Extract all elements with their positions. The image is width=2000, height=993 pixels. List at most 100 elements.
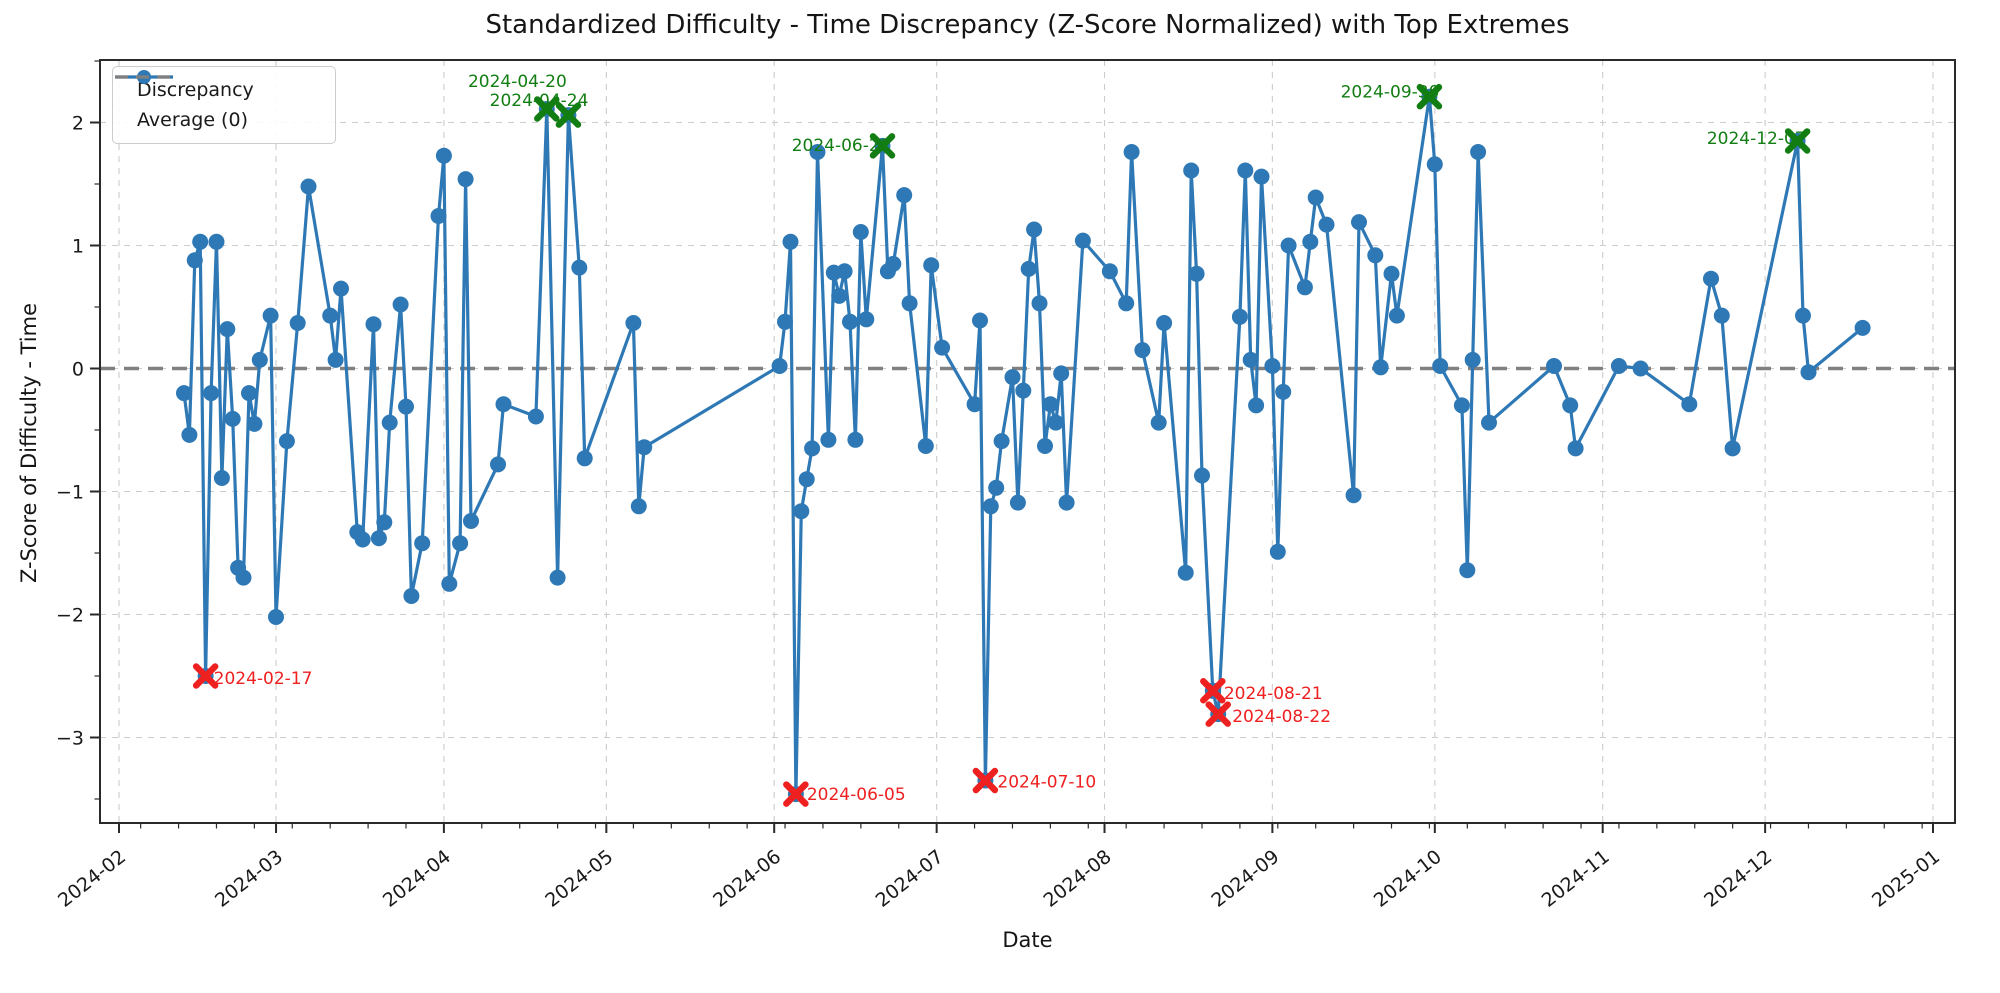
grid <box>100 60 1955 823</box>
data-point-marker <box>1632 360 1649 377</box>
data-point-marker <box>457 171 474 188</box>
x-glyph <box>192 663 219 689</box>
data-point-marker <box>365 316 382 333</box>
data-point-marker <box>192 233 209 250</box>
data-point-marker <box>208 233 225 250</box>
extreme-low-annotation: 2024-06-05 <box>807 785 906 805</box>
data-point-marker <box>1280 237 1297 254</box>
data-point-marker <box>1047 414 1064 431</box>
data-point-marker <box>576 450 593 467</box>
data-point-marker <box>414 535 431 552</box>
x-glyph <box>1200 678 1226 704</box>
data-point-marker <box>1009 494 1026 511</box>
data-point-marker <box>1302 233 1319 250</box>
data-point-marker <box>1156 315 1173 331</box>
data-point-marker <box>203 385 220 402</box>
x-tick-label: 2024-12 <box>1700 846 1776 912</box>
data-point-marker <box>1351 214 1367 231</box>
data-point-marker <box>858 311 875 328</box>
data-point-marker <box>804 440 821 457</box>
extreme-low-marker <box>1200 678 1226 704</box>
data-point-marker <box>1345 487 1362 504</box>
data-point-marker <box>1388 307 1405 324</box>
legend-item-average: Average (0) <box>115 75 323 135</box>
data-point-marker <box>441 575 458 592</box>
data-point-marker <box>235 569 252 586</box>
data-point-marker <box>354 531 371 548</box>
data-point-marker <box>1253 168 1270 185</box>
data-point-marker <box>777 313 793 330</box>
extreme-high-annotation: 2024-12-07 <box>1707 129 1806 149</box>
data-point-marker <box>1264 358 1281 374</box>
data-point-marker <box>1004 369 1021 386</box>
data-point-marker <box>527 408 544 425</box>
data-point-marker <box>1231 308 1248 325</box>
data-point-marker <box>1194 467 1210 484</box>
x-tick-label: 2024-07 <box>872 846 948 912</box>
extreme-high-marker <box>555 102 582 128</box>
x-glyph <box>1205 701 1231 727</box>
data-point-marker <box>322 307 339 324</box>
data-point-marker <box>1453 397 1470 414</box>
data-point-marker <box>1026 221 1043 238</box>
y-tick-label: 2 <box>72 113 84 135</box>
x-glyph <box>534 96 560 122</box>
data-point-marker <box>1123 144 1140 160</box>
data-point-marker <box>571 259 588 276</box>
ticks <box>90 60 1934 833</box>
data-point-marker <box>1037 438 1053 454</box>
data-point-marker <box>1567 440 1584 457</box>
data-point-marker <box>1459 562 1476 579</box>
data-point-marker <box>847 431 864 448</box>
x-tick-label: 2024-02 <box>54 846 130 912</box>
data-point-marker <box>219 321 236 338</box>
data-point-marker <box>1248 397 1265 414</box>
x-axis-label: Date <box>1002 928 1053 952</box>
data-point-marker <box>381 414 398 431</box>
data-point-marker <box>490 456 506 473</box>
data-point-marker <box>809 144 826 160</box>
data-point-marker <box>251 351 268 368</box>
data-point-marker <box>289 315 306 331</box>
data-point-marker <box>1101 263 1118 280</box>
data-point-marker <box>1177 564 1194 581</box>
legend-label-average: Average (0) <box>137 109 248 131</box>
data-point-marker <box>1681 396 1698 413</box>
extreme-high-marker <box>869 133 896 159</box>
x-tick-label: 2024-06 <box>709 846 785 912</box>
data-point-marker <box>1713 307 1730 324</box>
data-point-marker <box>278 433 295 450</box>
data-point-marker <box>923 257 940 274</box>
x-glyph <box>972 767 999 794</box>
data-point-marker <box>392 296 409 313</box>
data-point-marker <box>176 385 192 402</box>
extreme-high-annotation: 2024-09-30 <box>1341 83 1440 103</box>
data-point-marker <box>246 415 263 432</box>
extreme-low-annotation: 2024-07-10 <box>997 773 1096 793</box>
data-point-marker <box>1237 162 1254 179</box>
data-point-marker <box>327 351 344 368</box>
data-point-marker <box>1372 359 1389 376</box>
data-point-marker <box>1118 295 1135 312</box>
extreme-high-annotation: 2024-06-21 <box>792 136 891 156</box>
legend-dashed-line-icon <box>115 75 173 79</box>
data-point-marker <box>934 339 951 356</box>
data-point-marker <box>1470 144 1487 160</box>
data-point-marker <box>1464 351 1481 368</box>
data-point-marker <box>782 233 799 250</box>
data-point-marker <box>1074 232 1091 249</box>
y-tick-label: −2 <box>56 605 84 627</box>
data-point-marker <box>213 470 230 486</box>
legend: Discrepancy Average (0) <box>112 66 336 144</box>
data-point-marker <box>300 178 317 195</box>
data-point-marker <box>1042 396 1059 413</box>
data-point-marker <box>885 255 902 272</box>
data-point-marker <box>993 433 1010 450</box>
y-tick-label: −3 <box>56 728 84 750</box>
data-point-marker <box>370 530 387 547</box>
legend-label-discrepancy: Discrepancy <box>137 79 254 101</box>
x-tick-label: 2024-10 <box>1370 846 1446 912</box>
data-point-marker <box>549 569 566 586</box>
data-point-marker <box>268 609 284 625</box>
